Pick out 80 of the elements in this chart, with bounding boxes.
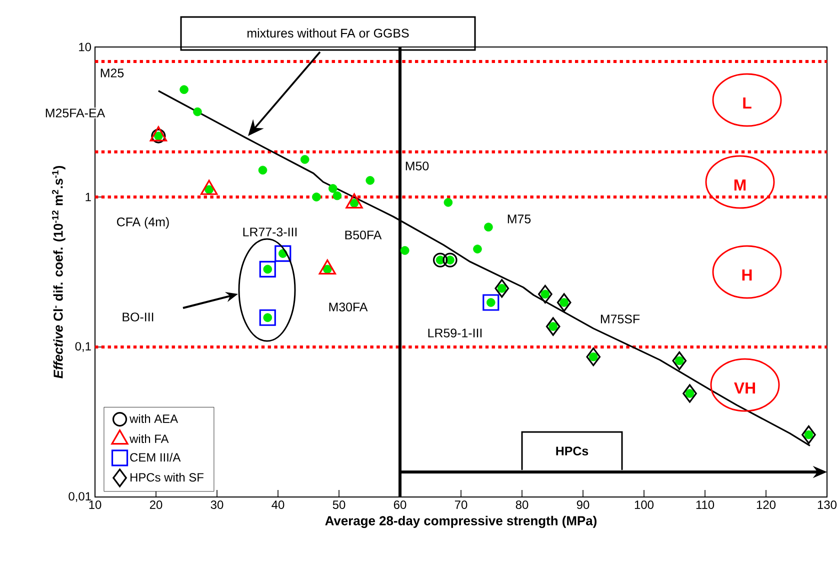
x-tick-label: 40 — [272, 500, 284, 509]
point — [263, 313, 272, 322]
point — [204, 185, 214, 194]
y-tick-label: 10 — [79, 42, 92, 52]
point — [560, 298, 568, 307]
y-tick-label: 0,1 — [75, 342, 91, 352]
x-tick-label: 80 — [516, 500, 528, 509]
point — [300, 155, 310, 164]
point — [486, 298, 496, 307]
point — [548, 322, 558, 331]
point — [588, 352, 598, 362]
point — [259, 309, 276, 326]
x-axis-title: Average 28-day compressive strength (MPa) — [325, 516, 596, 528]
point — [332, 191, 342, 200]
point — [484, 222, 493, 232]
point — [432, 252, 448, 268]
x-tick-label: 100 — [634, 500, 654, 509]
x-tick-label: 130 — [818, 500, 837, 509]
point — [400, 246, 410, 255]
point — [442, 252, 458, 268]
annotation: H — [742, 270, 752, 280]
annotation: HPCs — [556, 446, 588, 456]
legend-label: HPCs with SF — [130, 472, 204, 482]
point — [193, 107, 202, 116]
x-tick-label: 60 — [394, 500, 406, 509]
point — [682, 384, 697, 403]
annotation: CFA (4m) — [116, 217, 169, 229]
point — [350, 198, 359, 208]
annotation: M30FA — [329, 302, 368, 312]
annotation: M50 — [406, 162, 429, 170]
annotation: M — [734, 180, 746, 190]
annotation: LR77-3-III — [243, 228, 297, 236]
point — [674, 356, 684, 366]
y-tick-label: 0,01 — [68, 492, 91, 502]
x-tick-label: 90 — [576, 500, 590, 509]
point — [556, 293, 572, 312]
point — [259, 260, 276, 278]
point — [497, 284, 506, 293]
annotation: M75 — [508, 214, 531, 224]
annotation: M25FA-EA — [46, 108, 106, 118]
y-tick-label: 1 — [86, 192, 91, 202]
point — [546, 317, 560, 336]
annotation: LR59-1-III — [428, 328, 482, 338]
x-tick-label: 110 — [696, 500, 714, 509]
text: mixtures without FA or GGBS — [248, 28, 409, 38]
point — [180, 85, 188, 94]
legend-label: CEM III/A — [130, 452, 181, 462]
point — [685, 389, 694, 398]
x-tick-label: 50 — [332, 500, 346, 509]
point — [366, 176, 375, 185]
annotation: B50FA — [345, 230, 382, 240]
point — [473, 244, 482, 254]
point — [444, 198, 453, 207]
point — [258, 166, 268, 175]
text: Effective Cl$^{-}$ dif. coef. (10$^{-12}$ m$^{2}$.s$^{-1}$) — [52, 166, 66, 378]
point — [482, 294, 500, 311]
point — [804, 430, 814, 440]
point — [328, 184, 338, 193]
x-tick-label: 70 — [454, 500, 468, 509]
annotation: L — [743, 98, 752, 108]
point — [263, 264, 272, 274]
point — [274, 245, 292, 262]
x-tick-label: 20 — [150, 500, 162, 509]
point — [540, 290, 550, 299]
annotation: VH — [734, 382, 756, 394]
point — [586, 348, 601, 366]
x-tick-label: 10 — [89, 500, 102, 509]
x-tick-label: 120 — [756, 500, 776, 509]
legend-label: with AEA — [130, 414, 178, 423]
point — [312, 192, 321, 202]
point — [802, 425, 816, 444]
annotation: M75SF — [600, 314, 640, 324]
legend-label: with FA — [130, 434, 169, 444]
point — [672, 351, 687, 370]
x-tick-label: 30 — [210, 500, 224, 509]
annotation: M25 — [100, 68, 124, 78]
point — [538, 284, 552, 304]
point — [494, 279, 510, 298]
annotation: BO-III — [122, 312, 154, 322]
point — [323, 264, 332, 274]
